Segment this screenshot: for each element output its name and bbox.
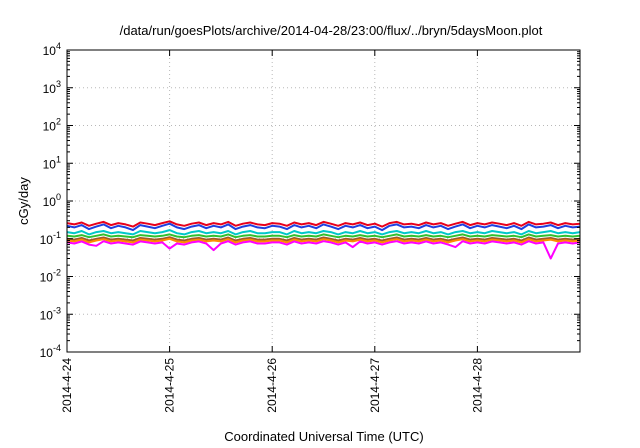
y-tick-label: 101 (43, 154, 61, 171)
x-tick-label: 2014-4-26 (265, 358, 279, 413)
x-tick-label: 2014-4-25 (163, 358, 177, 413)
grid-lines (67, 50, 580, 352)
y-tick-label: 103 (43, 79, 61, 96)
y-tick-label: 10-3 (40, 305, 61, 322)
y-axis-label: cGy/day (16, 177, 31, 225)
x-axis-label: Coordinated Universal Time (UTC) (224, 429, 423, 444)
chart-title: /data/run/goesPlots/archive/2014-04-28/2… (120, 23, 543, 38)
x-tick-label: 2014-4-27 (368, 358, 382, 413)
x-tick-label: 2014-4-24 (60, 358, 74, 413)
y-tick-label: 10-2 (40, 268, 61, 285)
y-axis: 10-4 10-3 10-2 10-1 100 101 102 103 104 (40, 41, 580, 360)
series-line-5 (66, 236, 581, 242)
x-axis: 2014-4-24 2014-4-25 2014-4-26 2014-4-27 2014… (60, 50, 484, 413)
y-tick-label: 104 (43, 41, 61, 58)
y-tick-label: 10-1 (40, 230, 61, 247)
series-line-7 (66, 240, 581, 260)
series-line-4 (66, 233, 581, 239)
series-line-1 (66, 220, 581, 228)
y-tick-label: 102 (43, 117, 61, 134)
y-tick-label: 100 (43, 192, 61, 209)
y-tick-label: 10-4 (40, 343, 61, 360)
series-line-3 (66, 229, 581, 236)
data-series (66, 220, 581, 260)
series-line-6 (66, 237, 581, 244)
x-tick-label: 2014-4-28 (470, 358, 484, 413)
series-line-2 (66, 222, 581, 232)
